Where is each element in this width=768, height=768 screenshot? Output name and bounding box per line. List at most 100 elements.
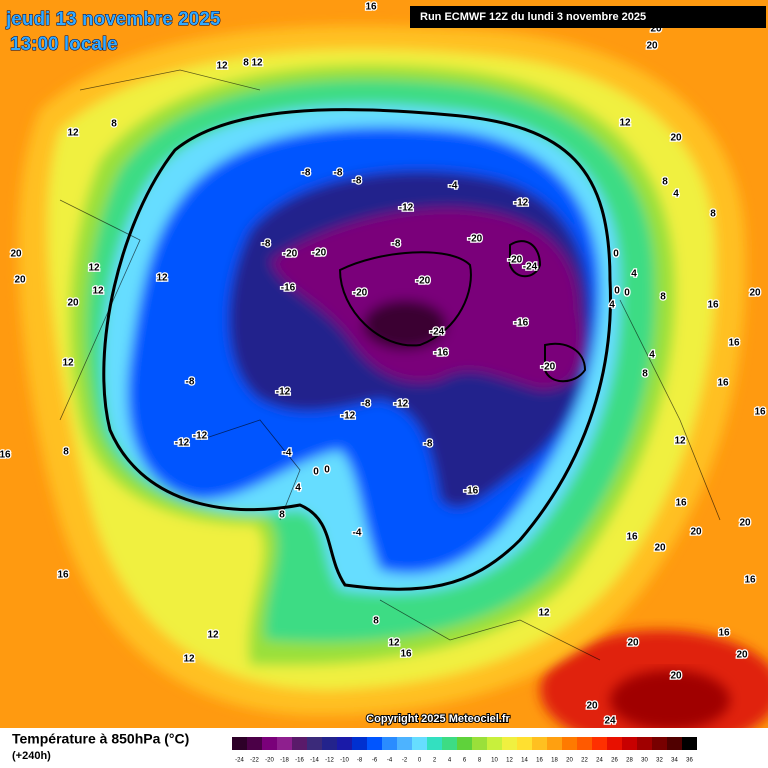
colorbar-swatch — [667, 737, 682, 750]
colorbar-label: 24 — [596, 758, 603, 764]
contour-label: -4 — [353, 528, 362, 539]
contour-label: -4 — [449, 181, 458, 192]
colorbar-swatch — [412, 737, 427, 750]
colorbar-swatch — [277, 737, 292, 750]
colorbar-swatch — [562, 737, 577, 750]
contour-labels: -8 -8-8-12-4-12-8-20 -20-8 -20-20-24-20-20-… — [0, 0, 767, 728]
field-title: Température à 850hPa (°C) — [12, 731, 189, 747]
colorbar-swatch — [337, 737, 352, 750]
contour-label: -12 — [394, 399, 409, 410]
contour-label: 16 — [754, 407, 766, 418]
contour-label: 12 — [388, 638, 400, 649]
colorbar-label: -14 — [310, 758, 319, 764]
colorbar: -24 -22 -20 -18 -16 -14 -12 -10 -8 -6 -4 -2 0 2 4 6 8 10 1… — [232, 737, 697, 764]
colorbar-label: -6 — [372, 758, 378, 764]
contour-label: 16 — [707, 300, 719, 311]
contour-label: 12 — [538, 608, 550, 619]
contour-label: 8 — [243, 58, 249, 69]
contour-label: -24 — [430, 327, 445, 338]
colorbar-swatch — [682, 737, 697, 750]
contour-label: 0 — [324, 465, 330, 476]
colorbar-swatch — [472, 737, 487, 750]
contour-label: 0 — [313, 467, 319, 478]
colorbar-label: -24 — [235, 758, 244, 764]
colorbar-swatch — [607, 737, 622, 750]
contour-label: 16 — [744, 575, 756, 586]
contour-label: 20 — [739, 518, 751, 529]
copyright: Copyright 2025 Meteociel.fr — [366, 713, 510, 725]
contour-label: -12 — [341, 411, 356, 422]
contour-label: 16 — [400, 649, 412, 660]
colorbar-label: -2 — [402, 758, 408, 764]
colorbar-swatch — [502, 737, 517, 750]
colorbar-label: -4 — [387, 758, 393, 764]
contour-label: -8 — [186, 377, 195, 388]
colorbar-swatch — [292, 737, 307, 750]
contour-label: -8 — [353, 176, 362, 187]
contour-label: 4 — [631, 269, 637, 280]
colorbar-label: 26 — [611, 758, 618, 764]
contour-label: 12 — [674, 436, 686, 447]
contour-label: -8 — [424, 439, 433, 450]
contour-label: -20 — [353, 288, 368, 299]
colorbar-label: -20 — [265, 758, 274, 764]
colorbar-label: 6 — [463, 758, 467, 764]
colorbar-swatch — [232, 737, 247, 750]
contour-label: 16 — [717, 378, 729, 389]
contour-label: 20 — [670, 671, 682, 682]
contour-label: -20 — [312, 248, 327, 259]
colorbar-swatch — [247, 737, 262, 750]
contour-label: 8 — [373, 616, 379, 627]
colorbar-label: -10 — [340, 758, 349, 764]
contour-label: 4 — [609, 300, 615, 311]
contour-label: 4 — [649, 350, 655, 361]
contour-label: -16 — [464, 486, 479, 497]
colorbar-swatch — [307, 737, 322, 750]
colorbar-label: 2 — [433, 758, 437, 764]
contour-label: 8 — [662, 177, 668, 188]
contour-label: -16 — [514, 318, 529, 329]
contour-label: 20 — [736, 650, 748, 661]
colorbar-swatch — [652, 737, 667, 750]
contour-label: -12 — [175, 438, 190, 449]
colorbar-label: 36 — [686, 758, 693, 764]
contour-label: -20 — [468, 234, 483, 245]
contour-label: -8 — [262, 239, 271, 250]
contour-label: 12 — [207, 630, 219, 641]
contour-label: 20 — [10, 249, 22, 260]
colorbar-swatch — [532, 737, 547, 750]
contour-label: -20 — [541, 362, 556, 373]
contour-label: 4 — [295, 483, 301, 494]
contour-label: 0 — [624, 288, 630, 299]
colorbar-label: 34 — [671, 758, 678, 764]
contour-label: 8 — [710, 209, 716, 220]
contour-label: 12 — [183, 654, 195, 665]
contour-label: 12 — [156, 273, 168, 284]
colorbar-label: 16 — [536, 758, 543, 764]
colorbar-swatch — [382, 737, 397, 750]
contour-label: 20 — [690, 527, 702, 538]
forecast-time: 13:00 locale — [10, 34, 118, 55]
colorbar-label: 8 — [478, 758, 482, 764]
colorbar-swatch — [592, 737, 607, 750]
colorbar-label: -18 — [280, 758, 289, 764]
run-info: Run ECMWF 12Z du lundi 3 novembre 2025 — [420, 11, 646, 23]
contour-label: 16 — [626, 532, 638, 543]
colorbar-label: 0 — [418, 758, 422, 764]
contour-label: 8 — [63, 447, 69, 458]
colorbar-label: 10 — [491, 758, 498, 764]
colorbar-swatch — [457, 737, 472, 750]
colorbar-swatch — [352, 737, 367, 750]
colorbar-swatch — [427, 737, 442, 750]
colorbar-swatch — [487, 737, 502, 750]
contour-label: 20 — [670, 133, 682, 144]
contour-label: 16 — [728, 338, 740, 349]
colorbar-swatch — [637, 737, 652, 750]
contour-label: 20 — [627, 638, 639, 649]
contour-label: 20 — [749, 288, 761, 299]
contour-label: 12 — [88, 263, 100, 274]
contour-label: 12 — [216, 61, 228, 72]
colorbar-swatch — [442, 737, 457, 750]
contour-label: -20 — [283, 249, 298, 260]
